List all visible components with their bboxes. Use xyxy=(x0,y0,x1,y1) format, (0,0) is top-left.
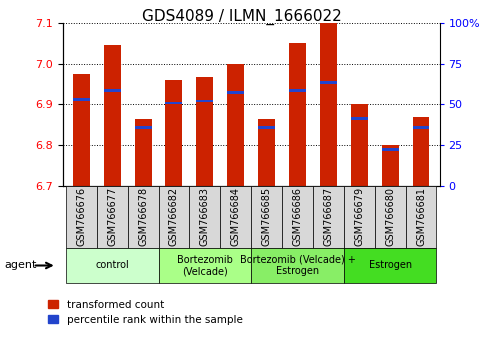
Bar xyxy=(258,126,275,129)
Bar xyxy=(104,45,121,186)
Text: GSM766677: GSM766677 xyxy=(107,187,117,246)
Bar xyxy=(412,116,429,186)
Text: GSM766679: GSM766679 xyxy=(354,187,364,246)
Bar xyxy=(320,81,337,84)
Bar xyxy=(166,102,183,104)
Text: GSM766681: GSM766681 xyxy=(416,187,426,246)
Bar xyxy=(104,89,121,92)
Bar xyxy=(73,98,90,101)
Bar xyxy=(382,148,398,151)
Text: GSM766687: GSM766687 xyxy=(323,187,333,246)
Bar xyxy=(289,43,306,186)
Text: GSM766678: GSM766678 xyxy=(138,187,148,246)
Bar xyxy=(412,126,429,129)
Text: control: control xyxy=(95,261,129,270)
Text: agent: agent xyxy=(5,261,37,270)
Text: GSM766683: GSM766683 xyxy=(200,187,210,246)
Text: GSM766684: GSM766684 xyxy=(231,187,241,246)
Bar xyxy=(73,74,90,186)
Bar xyxy=(227,64,244,186)
Legend: transformed count, percentile rank within the sample: transformed count, percentile rank withi… xyxy=(44,296,247,329)
Text: GSM766685: GSM766685 xyxy=(262,187,271,246)
Text: Bortezomib
(Velcade): Bortezomib (Velcade) xyxy=(177,255,233,276)
Bar xyxy=(320,23,337,186)
Text: GDS4089 / ILMN_1666022: GDS4089 / ILMN_1666022 xyxy=(142,9,341,25)
Text: Bortezomib (Velcade) +
Estrogen: Bortezomib (Velcade) + Estrogen xyxy=(240,255,355,276)
Bar xyxy=(382,145,398,186)
Bar xyxy=(166,80,183,186)
Bar xyxy=(289,89,306,92)
Bar xyxy=(227,91,244,94)
Bar xyxy=(197,99,213,102)
Bar xyxy=(351,104,368,186)
Bar xyxy=(135,119,152,186)
Text: GSM766686: GSM766686 xyxy=(293,187,302,246)
Bar xyxy=(258,119,275,186)
Text: GSM766676: GSM766676 xyxy=(76,187,86,246)
Text: GSM766680: GSM766680 xyxy=(385,187,395,246)
Bar xyxy=(135,126,152,129)
Bar xyxy=(351,117,368,120)
Text: GSM766682: GSM766682 xyxy=(169,187,179,246)
Bar xyxy=(197,77,213,186)
Text: Estrogen: Estrogen xyxy=(369,261,412,270)
